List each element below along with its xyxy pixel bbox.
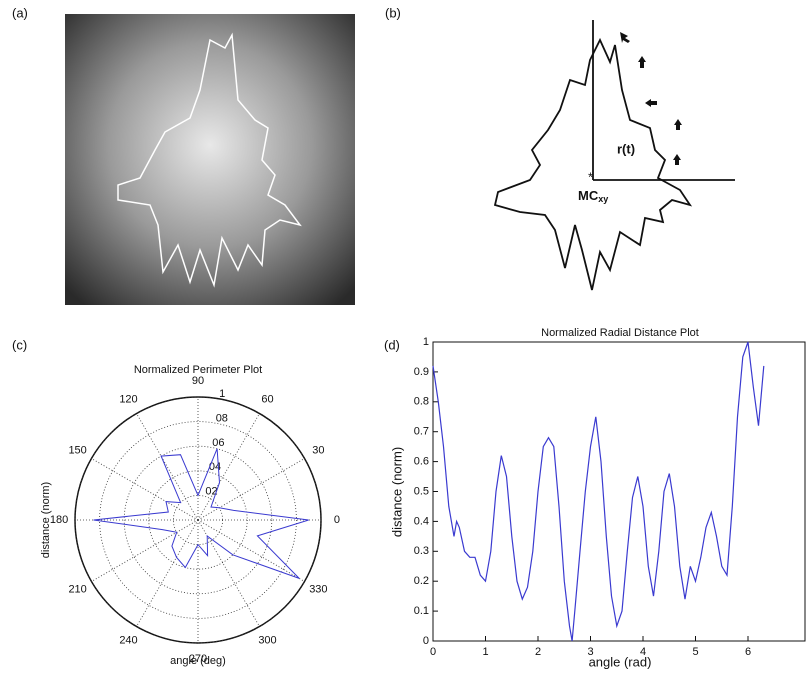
x-tick-label: 0 <box>430 646 436 658</box>
panel-label: (a) <box>12 5 28 20</box>
y-axis-label: distance (norm) <box>40 482 52 558</box>
grid-spoke <box>91 458 199 521</box>
y-tick-label: 0.1 <box>414 605 429 617</box>
plot-frame <box>432 341 806 642</box>
x-tick-label: 1 <box>482 646 488 658</box>
mammogram-image <box>65 14 355 305</box>
y-tick-label: 0.3 <box>414 545 429 557</box>
x-axis-label: angle (rad) <box>589 654 652 669</box>
panel-label: (c) <box>12 337 27 352</box>
chart-title: Normalized Radial Distance Plot <box>541 327 699 339</box>
panel-label: (d) <box>384 337 400 352</box>
chart-title: Normalized Perimeter Plot <box>134 364 262 376</box>
grid-spoke <box>197 458 305 521</box>
grid-circle <box>148 470 248 570</box>
y-tick-label: 0.8 <box>414 396 429 408</box>
x-tick-label: 5 <box>692 646 698 658</box>
y-tick-label: 0 <box>423 635 429 647</box>
theta-tick-label: 0 <box>334 514 340 526</box>
theta-tick-label: 240 <box>119 634 137 646</box>
direction-arrows <box>620 32 682 165</box>
x-tick-label: 2 <box>535 646 541 658</box>
grid-spoke <box>197 519 260 627</box>
x-tick-label: 6 <box>745 646 751 658</box>
theta-tick-label: 300 <box>258 634 276 646</box>
center-label-main: MC <box>578 188 599 203</box>
grid-spoke <box>197 413 260 521</box>
center-label: MCxy <box>578 188 608 204</box>
radius-label: r(t) <box>617 141 635 156</box>
theta-tick-label: 60 <box>261 394 273 406</box>
grid-spoke <box>197 519 305 582</box>
r-tick-label: 08 <box>216 412 228 424</box>
r-tick-label: 06 <box>212 437 224 449</box>
y-tick-label: 0.6 <box>414 456 429 468</box>
theta-tick-label: 270 <box>189 653 207 665</box>
y-tick-label: 0.9 <box>414 366 429 378</box>
y-tick-label: 1 <box>423 336 429 348</box>
y-axis-label: distance (norm) <box>389 447 404 537</box>
y-tick-label: 0.4 <box>414 515 429 527</box>
grid-spoke <box>136 519 199 627</box>
theta-tick-label: 90 <box>192 375 204 387</box>
grid-circle <box>123 445 273 595</box>
polar-line <box>93 448 309 579</box>
y-tick-label: 0.5 <box>414 485 429 497</box>
theta-tick-label: 120 <box>119 394 137 406</box>
x-tick-label: 3 <box>587 646 593 658</box>
y-tick-label: 0.7 <box>414 426 429 438</box>
y-tick-label: 0.2 <box>414 575 429 587</box>
theta-tick-label: 180 <box>50 514 68 526</box>
x-tick-label: 4 <box>640 646 646 658</box>
theta-tick-label: 150 <box>68 444 86 456</box>
r-tick-label: 1 <box>219 388 225 400</box>
r-tick-label: 04 <box>209 461 221 473</box>
grid-spoke <box>136 413 199 521</box>
theta-tick-label: 330 <box>309 583 327 595</box>
grid-spoke <box>91 519 199 582</box>
lesion-outline <box>117 32 302 288</box>
center-label-sub: xy <box>598 194 608 204</box>
line-series <box>432 341 765 642</box>
theta-tick-label: 30 <box>312 444 324 456</box>
center-marker: * <box>588 169 593 184</box>
grid-circle <box>99 421 297 619</box>
theta-tick-label: 210 <box>68 583 86 595</box>
x-axis-label: angle (deg) <box>170 655 226 667</box>
lesion-contour <box>493 37 693 291</box>
grid-circle <box>74 396 322 644</box>
panel-label: (b) <box>385 5 401 20</box>
r-tick-label: 02 <box>205 486 217 498</box>
